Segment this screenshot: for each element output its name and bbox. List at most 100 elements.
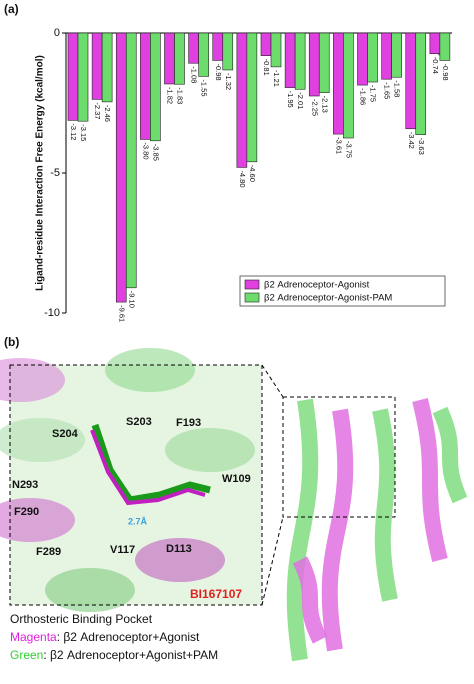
bar <box>67 32 79 121</box>
value-label: -1.83 <box>176 87 185 104</box>
bar <box>77 32 89 122</box>
helix <box>165 428 255 472</box>
y-axis-label: Ligand-residue Interaction Free Energy (… <box>35 55 46 291</box>
residue-label: D113 <box>166 543 192 555</box>
legend-label: β2 Adrenoceptor-Agonist-PAM <box>264 293 392 304</box>
bar <box>246 32 258 163</box>
value-label: -1.82 <box>166 87 175 104</box>
helix <box>0 498 75 542</box>
bar <box>439 32 451 61</box>
caption-text: : β2 Adrenoceptor+Agonist <box>57 630 200 644</box>
helix <box>135 538 225 582</box>
value-label: -3.61 <box>334 137 343 154</box>
residue-label: F193 <box>176 417 201 429</box>
inset-border <box>9 364 263 606</box>
value-label: -1.75 <box>369 85 378 102</box>
legend-box <box>239 275 446 307</box>
residue-label: S203 <box>126 416 152 428</box>
bar <box>212 32 224 61</box>
bar <box>284 32 296 88</box>
value-label: -1.08 <box>190 66 199 83</box>
helix <box>321 408 354 652</box>
value-label: -0.98 <box>214 63 223 80</box>
value-label: -1.95 <box>286 91 295 108</box>
bar <box>260 32 272 56</box>
value-label: -3.75 <box>344 141 353 158</box>
bar <box>270 32 282 68</box>
helix <box>286 398 319 662</box>
bar <box>140 32 151 140</box>
distance-label: 2.7Å <box>128 516 148 526</box>
helix <box>292 556 328 644</box>
residue-label: S204 <box>52 428 79 440</box>
bar <box>188 32 199 64</box>
helix <box>0 418 85 462</box>
residue-label: N293 <box>12 479 38 491</box>
value-label: -0.98 <box>441 63 450 80</box>
legend-label: β2 Adrenoceptor-Agonist <box>264 280 370 291</box>
panel-label: (a) <box>4 2 19 16</box>
panel-label: (b) <box>4 335 19 349</box>
value-label: -0.81 <box>262 59 271 76</box>
caption-line: Magenta: β2 Adrenoceptor+Agonist <box>10 630 200 644</box>
value-label: -2.25 <box>310 99 319 116</box>
value-label: -2.37 <box>93 102 102 119</box>
ligand-label: BI167107 <box>190 587 242 601</box>
zoom-line <box>261 516 284 606</box>
bar <box>115 32 127 303</box>
y-tick-label: 0 <box>54 27 60 39</box>
value-label: -1.55 <box>200 79 209 96</box>
bar <box>91 32 103 100</box>
caption-line: Green: β2 Adrenoceptor+Agonist+PAM <box>10 648 218 662</box>
helix <box>45 568 135 612</box>
bar <box>333 32 344 135</box>
value-label: -2.46 <box>103 105 112 122</box>
value-label: -3.63 <box>417 138 426 155</box>
legend-swatch <box>244 292 260 303</box>
residue-label: W109 <box>222 473 251 485</box>
bar <box>381 32 392 80</box>
bar <box>429 32 441 55</box>
caption-key: Green <box>10 648 43 662</box>
bar <box>294 32 306 90</box>
value-label: -1.21 <box>272 70 281 87</box>
value-label: -3.15 <box>79 124 88 141</box>
helix <box>0 358 65 402</box>
helix <box>412 398 448 562</box>
bar <box>236 32 248 168</box>
bar <box>150 32 161 142</box>
y-tick-label: -10 <box>44 307 60 319</box>
zoom-box <box>282 396 396 518</box>
inset-bg <box>10 365 262 605</box>
helix <box>372 408 398 602</box>
bar <box>357 32 368 86</box>
zoom-line <box>261 364 284 398</box>
bar <box>405 32 417 130</box>
helix <box>432 406 468 504</box>
bar <box>198 32 209 77</box>
value-label: -4.60 <box>248 165 257 182</box>
value-label: -2.01 <box>296 92 305 109</box>
caption-title: Orthosteric Binding Pocket <box>10 612 153 626</box>
value-label: -4.80 <box>238 170 247 187</box>
bar <box>391 32 402 78</box>
bar <box>174 32 185 85</box>
bar <box>415 32 427 135</box>
caption-text: : β2 Adrenoceptor+Agonist+PAM <box>43 648 218 662</box>
bar <box>343 32 354 139</box>
bar <box>308 32 320 97</box>
value-label: -1.58 <box>393 80 402 97</box>
caption-key: Magenta <box>10 630 57 644</box>
y-tick-label: -5 <box>50 167 60 179</box>
residue-label: V117 <box>110 544 135 556</box>
legend-swatch <box>244 279 260 290</box>
value-label: -3.85 <box>151 144 160 161</box>
bar <box>367 32 378 83</box>
bar <box>164 32 175 85</box>
bar <box>101 32 113 103</box>
helix <box>105 348 195 392</box>
value-label: -1.32 <box>224 73 233 90</box>
value-label: -3.42 <box>407 132 416 149</box>
value-label: -2.13 <box>320 96 329 113</box>
